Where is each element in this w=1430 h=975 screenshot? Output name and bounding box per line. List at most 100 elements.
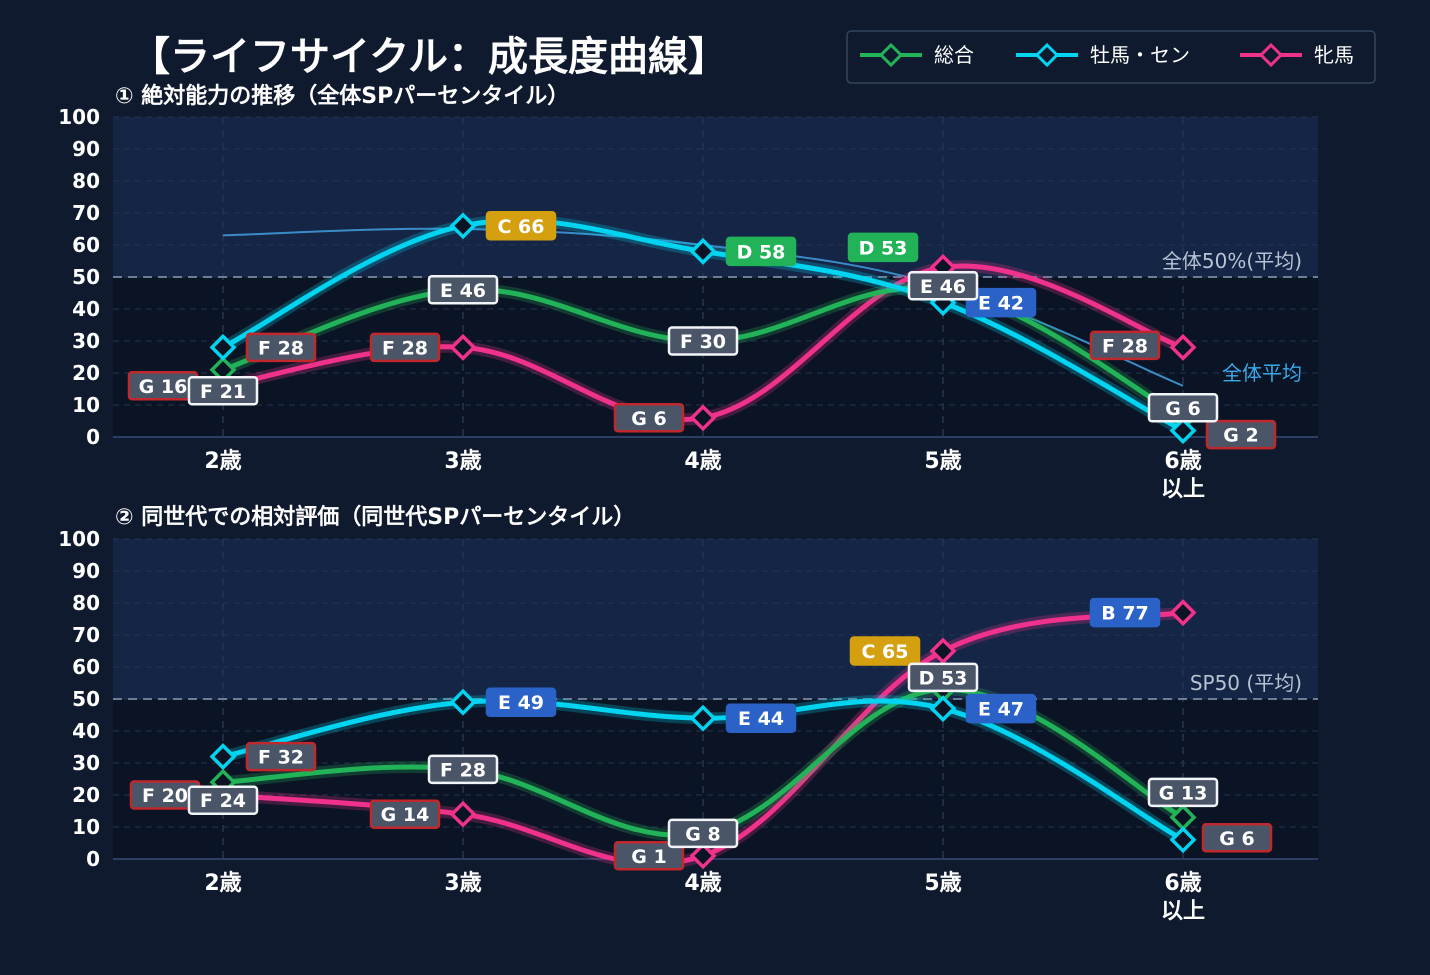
- data-point: [689, 704, 717, 732]
- data-point: [449, 333, 477, 361]
- data-label-text: F 30: [680, 331, 726, 353]
- label-box: [907, 271, 979, 301]
- data-point: [929, 695, 957, 723]
- y-tick-label: 50: [72, 687, 100, 711]
- data-label-text: E 49: [498, 692, 544, 714]
- data-point: [689, 842, 717, 870]
- legend: 総合 牡馬・セン 牝馬: [846, 30, 1376, 84]
- data-label: F 20: [129, 780, 201, 810]
- data-label: D 53: [907, 662, 979, 693]
- data-point: [449, 688, 477, 716]
- data-label: G 13: [1147, 777, 1219, 808]
- data-label-text: G 1: [631, 846, 666, 868]
- label-box: [613, 403, 685, 433]
- y-tick-label: 80: [72, 169, 100, 193]
- data-label-text: E 47: [978, 699, 1024, 721]
- y-tick-label: 20: [72, 361, 100, 385]
- data-label-text: B 77: [1101, 603, 1149, 625]
- data-label-text: C 66: [498, 216, 545, 238]
- data-label-text: F 28: [382, 337, 428, 359]
- y-tick-label: 60: [72, 233, 100, 257]
- x-tick-label: 6歳: [1164, 871, 1201, 896]
- data-point: [1169, 826, 1197, 854]
- x-tick-label: 以上: [1161, 477, 1205, 502]
- data-label: F 24: [187, 785, 259, 815]
- label-box: [369, 799, 441, 829]
- data-label-text: D 58: [737, 241, 786, 263]
- data-label: B 77: [1089, 597, 1161, 628]
- data-label-text: D 53: [919, 667, 968, 689]
- legend-label: 牝馬: [1314, 43, 1354, 67]
- y-tick-label: 30: [72, 329, 100, 353]
- legend-box: [846, 30, 1376, 84]
- y-tick-label: 10: [72, 815, 100, 839]
- label-box: [1147, 777, 1219, 808]
- data-label: G 14: [369, 799, 441, 829]
- label-box: [847, 232, 919, 263]
- data-label-text: G 13: [1159, 782, 1208, 804]
- data-label: G 6: [1147, 393, 1219, 423]
- data-label: C 65: [849, 636, 921, 666]
- data-label: E 46: [907, 271, 979, 301]
- x-tick-label: 2歳: [204, 871, 241, 896]
- chart-subtitle: ② 同世代での相対評価（同世代SPパーセンタイル）: [115, 504, 635, 530]
- label-box: [245, 741, 317, 772]
- label-box: [725, 703, 797, 733]
- data-label-text: G 16: [139, 376, 188, 398]
- data-point: [1169, 417, 1197, 445]
- diamond-marker-icon: [1258, 42, 1284, 68]
- data-label-text: D 53: [859, 237, 908, 259]
- y-tick-label: 70: [72, 623, 100, 647]
- chart-panel-2: ② 同世代での相対評価（同世代SPパーセンタイル） 0 10 20 30 40 50 60 70…: [58, 504, 1318, 924]
- data-point: [209, 743, 237, 771]
- x-tick-label: 2歳: [204, 449, 241, 474]
- x-tick-label: 3歳: [444, 449, 481, 474]
- label-box: [965, 287, 1037, 318]
- data-label: G 2: [1205, 419, 1277, 450]
- data-label: F 21: [187, 376, 259, 406]
- data-label-text: F 21: [200, 381, 246, 403]
- label-box: [725, 236, 797, 267]
- y-tick-label: 10: [72, 393, 100, 417]
- data-label: F 30: [667, 326, 739, 356]
- average-curve-label: 全体平均: [1222, 361, 1302, 385]
- chart-panel-1: ① 絶対能力の推移（全体SPパーセンタイル） 0 10 20 30 40 50 60 70 80 9…: [58, 83, 1318, 502]
- data-label: G 6: [613, 403, 685, 433]
- label-box: [1201, 823, 1273, 853]
- data-label-text: F 32: [258, 747, 304, 769]
- y-tick-label: 40: [72, 719, 100, 743]
- data-label: E 49: [485, 687, 557, 717]
- data-label-text: F 20: [142, 785, 188, 807]
- data-label: D 58: [725, 236, 797, 267]
- data-point: [1169, 599, 1197, 627]
- data-label-text: G 8: [685, 823, 720, 845]
- y-tick-label: 20: [72, 783, 100, 807]
- data-label-text: E 46: [920, 276, 966, 298]
- data-label-text: F 28: [1102, 335, 1148, 357]
- data-label: F 28: [427, 754, 499, 785]
- data-label-text: C 65: [862, 641, 909, 663]
- y-tick-label: 0: [86, 847, 100, 871]
- data-label: E 44: [725, 703, 797, 733]
- data-point: [689, 237, 717, 265]
- data-label: F 32: [245, 741, 317, 772]
- data-point: [449, 800, 477, 828]
- data-label-text: E 42: [978, 293, 1024, 315]
- x-tick-label: 6歳: [1164, 449, 1201, 474]
- label-box: [667, 818, 739, 849]
- data-label: G 6: [1201, 823, 1273, 853]
- page-title: 【ライフサイクル：成長度曲線】: [130, 34, 728, 80]
- label-box: [1089, 597, 1161, 628]
- data-point: [689, 404, 717, 432]
- label-box: [849, 636, 921, 666]
- y-tick-label: 50: [72, 265, 100, 289]
- label-box: [485, 687, 557, 717]
- data-label-text: G 14: [381, 804, 430, 826]
- chart-subtitle: ① 絶対能力の推移（全体SPパーセンタイル）: [115, 83, 569, 109]
- data-point: [449, 212, 477, 240]
- upper-half-band: [113, 117, 1318, 277]
- label-box: [965, 693, 1037, 724]
- reference-line-label: 全体50%(平均): [1162, 249, 1302, 273]
- data-label: E 47: [965, 693, 1037, 724]
- y-tick-label: 100: [58, 527, 100, 551]
